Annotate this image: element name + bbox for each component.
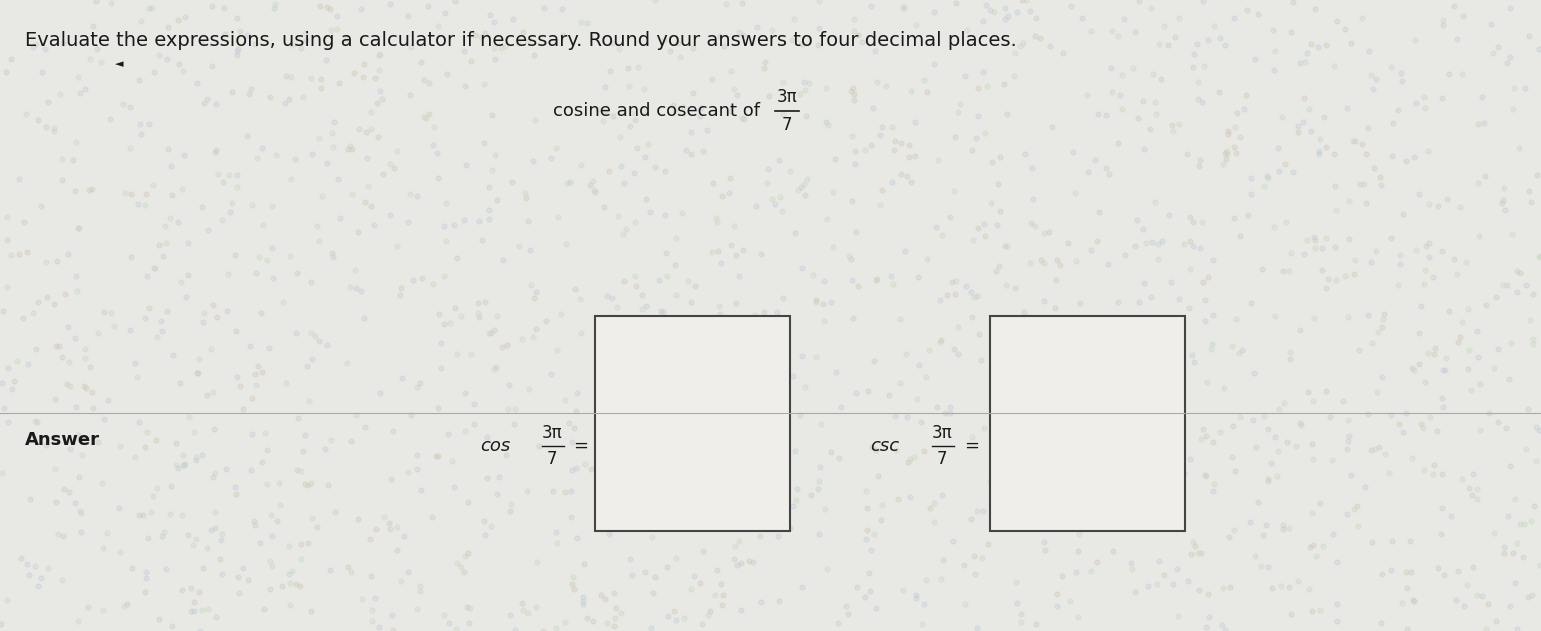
Text: 3π: 3π (777, 88, 797, 106)
Text: 3π: 3π (932, 424, 952, 442)
Text: 7: 7 (937, 450, 948, 468)
Text: cos: cos (479, 437, 510, 455)
Text: 7: 7 (547, 450, 558, 468)
Text: ◄: ◄ (116, 59, 123, 69)
Text: 7: 7 (781, 116, 792, 134)
Text: = |: = | (573, 437, 601, 455)
Text: Evaluate the expressions, using a calculator if necessary. Round your answers to: Evaluate the expressions, using a calcul… (25, 31, 1017, 50)
FancyBboxPatch shape (595, 316, 791, 531)
Text: csc: csc (871, 437, 898, 455)
Text: Answer: Answer (25, 432, 100, 449)
Text: cosine and cosecant of: cosine and cosecant of (553, 102, 760, 120)
Text: =: = (965, 437, 979, 455)
Text: 3π: 3π (541, 424, 562, 442)
FancyBboxPatch shape (989, 316, 1185, 531)
